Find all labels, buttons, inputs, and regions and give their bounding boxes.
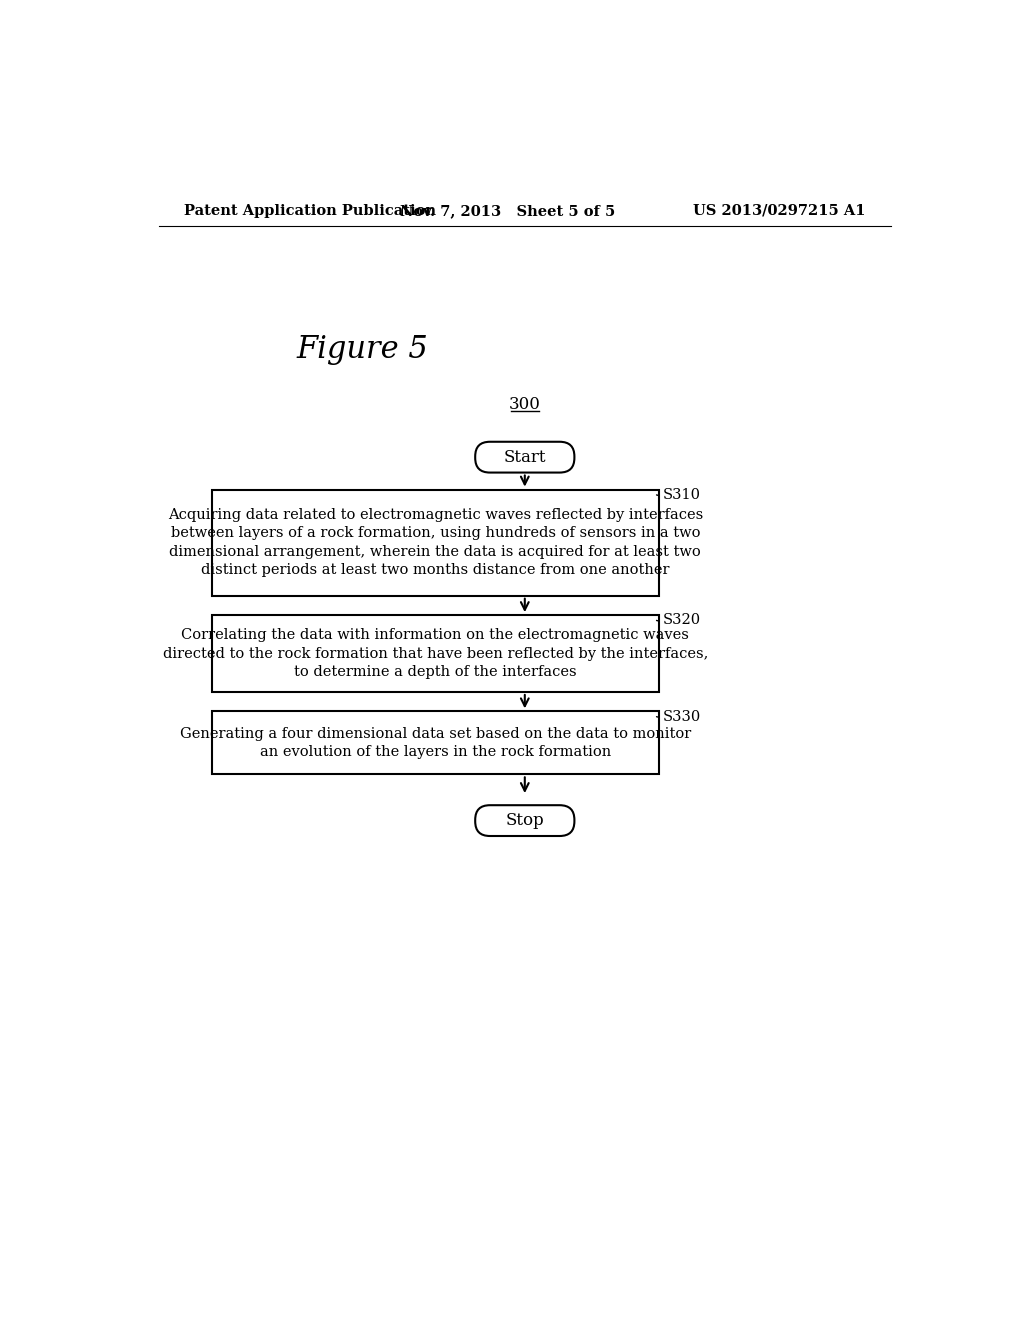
Text: S330: S330: [663, 710, 701, 723]
Bar: [212, 490, 658, 595]
Text: Figure 5: Figure 5: [297, 334, 429, 364]
Text: S320: S320: [663, 614, 700, 627]
Text: Patent Application Publication: Patent Application Publication: [183, 203, 436, 218]
Text: Acquiring data related to electromagnetic waves reflected by interfaces
between : Acquiring data related to electromagneti…: [168, 508, 702, 577]
Text: Generating a four dimensional data set based on the data to monitor
an evolution: Generating a four dimensional data set b…: [179, 726, 691, 759]
Text: Stop: Stop: [506, 812, 544, 829]
Text: 300: 300: [509, 396, 541, 413]
Text: Nov. 7, 2013   Sheet 5 of 5: Nov. 7, 2013 Sheet 5 of 5: [400, 203, 615, 218]
Bar: [212, 615, 658, 692]
FancyBboxPatch shape: [475, 442, 574, 473]
Text: US 2013/0297215 A1: US 2013/0297215 A1: [693, 203, 866, 218]
Text: S310: S310: [663, 488, 700, 502]
Text: Correlating the data with information on the electromagnetic waves
directed to t: Correlating the data with information on…: [163, 628, 708, 678]
Text: Start: Start: [504, 449, 546, 466]
FancyBboxPatch shape: [475, 805, 574, 836]
Bar: [212, 711, 658, 775]
